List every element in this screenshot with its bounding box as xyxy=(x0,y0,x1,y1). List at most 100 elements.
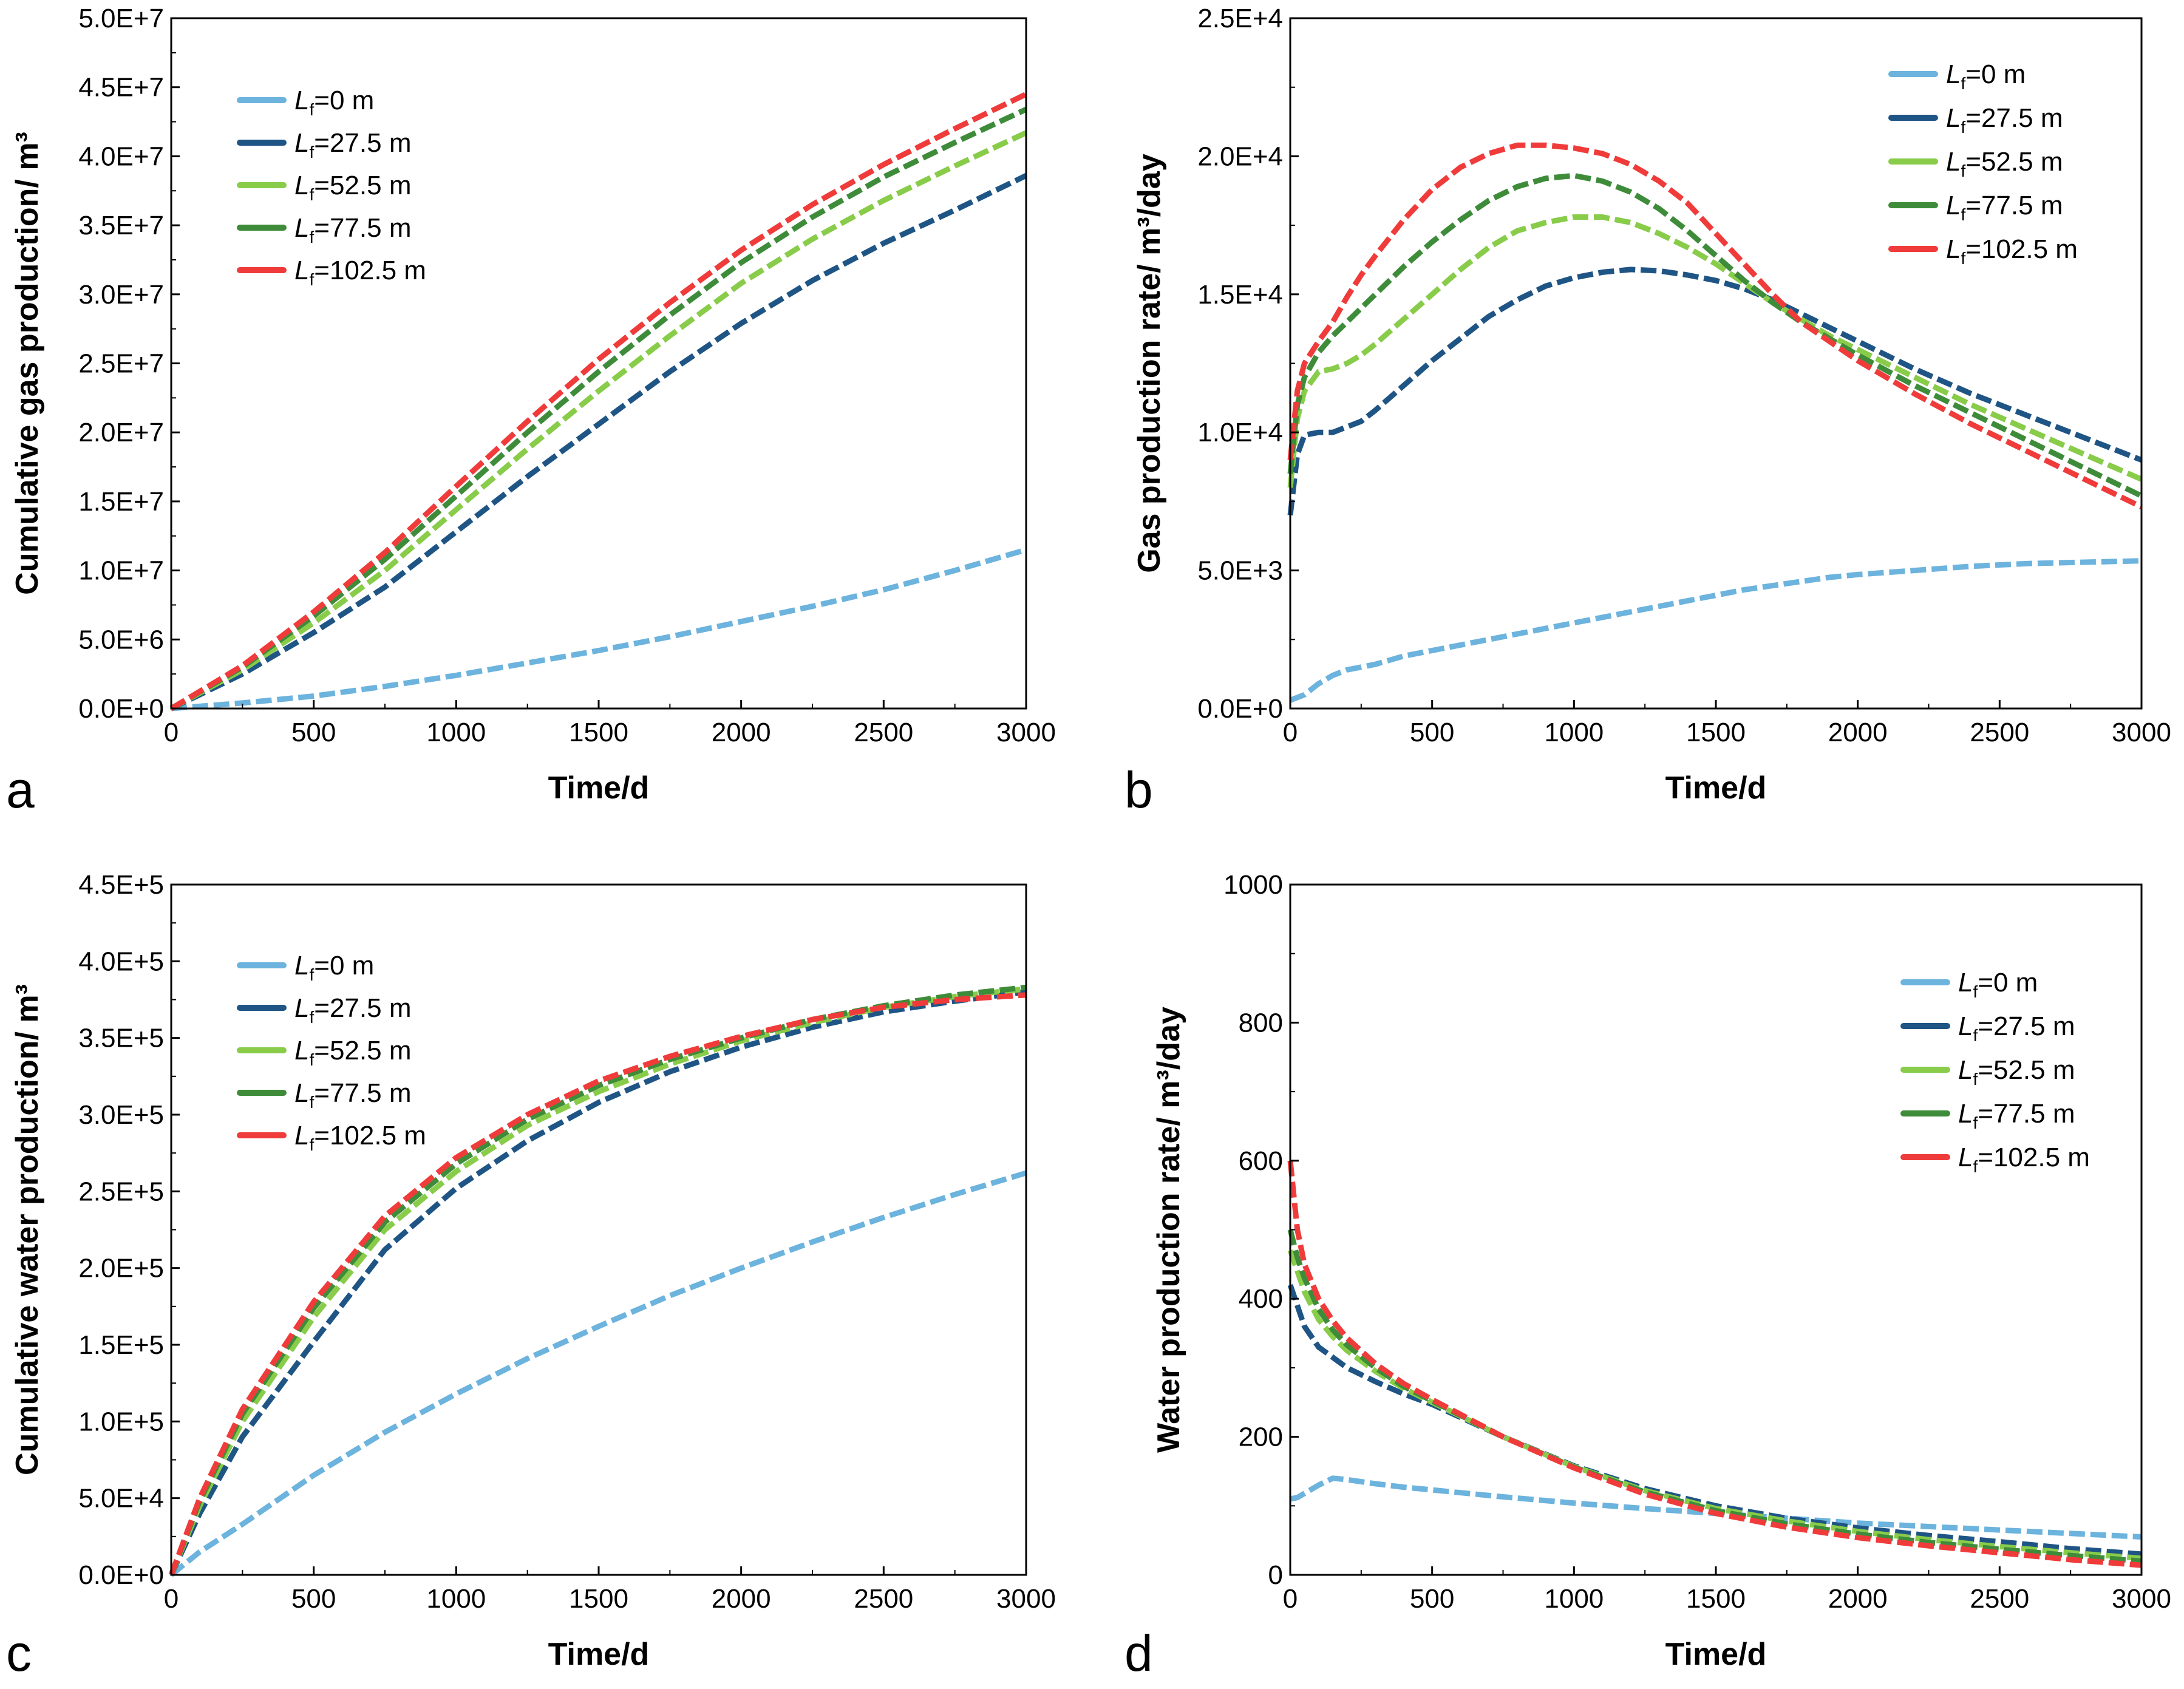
x-tick-label: 3000 xyxy=(2112,718,2171,747)
series-line-3 xyxy=(1287,214,2143,488)
x-axis-label: Time/d xyxy=(1665,1637,1767,1672)
series-line-2 xyxy=(168,989,1027,1576)
legend-item: Lf=0 m xyxy=(1900,968,2038,1001)
y-tick-label: 0.0E+0 xyxy=(1197,694,1283,724)
x-tick-label: 0 xyxy=(1283,718,1298,747)
y-tick-label: 800 xyxy=(1239,1008,1283,1038)
legend: Lf=0 m Lf=27.5 m Lf=52.5 m Lf=77.5 m Lf=102.… xyxy=(237,951,426,1154)
y-tick-label: 3.0E+7 xyxy=(78,280,164,310)
legend-label: Lf=0 m xyxy=(1946,59,2026,93)
series-line-4 xyxy=(169,107,1027,711)
y-tick-label: 3.5E+7 xyxy=(78,211,164,240)
y-tick-label: 4.0E+7 xyxy=(78,141,164,171)
series-line-2 xyxy=(1287,1284,2142,1557)
legend-label: Lf=0 m xyxy=(1958,968,2038,1001)
y-axis-label: Cumulative gas production/ m³ xyxy=(10,132,45,595)
series-line-4 xyxy=(1287,172,2143,498)
series-line-1 xyxy=(171,547,1027,712)
y-tick-label: 5.0E+6 xyxy=(78,625,164,654)
y-tick-label: 1.0E+7 xyxy=(78,556,164,586)
y-tick-label: 5.0E+7 xyxy=(78,4,164,33)
x-tick-label: 3000 xyxy=(2112,1584,2171,1614)
x-tick-label: 2500 xyxy=(1970,718,2029,747)
legend-label: Lf=77.5 m xyxy=(1946,191,2063,224)
legend: Lf=0 m Lf=27.5 m Lf=52.5 m Lf=77.5 m Lf=102.… xyxy=(237,86,426,289)
y-tick-label: 1.5E+7 xyxy=(78,487,164,517)
x-axis-label: Time/d xyxy=(548,770,650,806)
series-line-2 xyxy=(170,173,1027,712)
legend-label: Lf=27.5 m xyxy=(1958,1011,2075,1045)
legend-item: Lf=52.5 m xyxy=(1888,147,2063,180)
y-tick-label: 200 xyxy=(1239,1422,1283,1452)
series-group xyxy=(1287,1160,2142,1568)
series-line-3 xyxy=(1287,1249,2142,1562)
series-line-1 xyxy=(169,1170,1027,1577)
legend-label: Lf=102.5 m xyxy=(294,1121,426,1154)
panel-label: d xyxy=(1124,1625,1153,1682)
series-line-2 xyxy=(1287,267,2143,516)
y-tick-label: 4.0E+5 xyxy=(78,946,164,976)
x-tick-label: 1500 xyxy=(1686,718,1746,747)
x-tick-label: 0 xyxy=(164,718,179,747)
y-tick-label: 1.5E+5 xyxy=(78,1330,164,1360)
y-tick-label: 2.0E+7 xyxy=(78,418,164,447)
y-tick-label: 4.5E+5 xyxy=(78,870,164,900)
series-line-1 xyxy=(1289,558,2142,703)
legend-label: Lf=0 m xyxy=(294,86,374,119)
legend-item: Lf=27.5 m xyxy=(1888,103,2063,137)
x-tick-label: 1000 xyxy=(1544,718,1604,747)
legend-item: Lf=0 m xyxy=(1888,59,2026,93)
y-tick-label: 3.5E+5 xyxy=(78,1024,164,1053)
plot-frame xyxy=(170,883,1027,1576)
legend-item: Lf=102.5 m xyxy=(1888,234,2078,268)
legend-item: Lf=52.5 m xyxy=(237,1036,411,1069)
y-tick-label: 1000 xyxy=(1223,870,1283,900)
x-tick-label: 3000 xyxy=(996,718,1056,747)
x-tick-label: 1000 xyxy=(426,718,486,747)
legend-label: Lf=52.5 m xyxy=(294,1036,411,1069)
y-tick-label: 1.5E+4 xyxy=(1197,280,1283,310)
x-tick-label: 1500 xyxy=(569,718,628,747)
y-tick-label: 2.5E+5 xyxy=(78,1177,164,1206)
x-tick-label: 2500 xyxy=(1970,1584,2029,1614)
plot-frame xyxy=(170,17,1027,710)
panel-d: 0 500 1000 1500 2000 2500 3000 0 200 400 600 800 100… xyxy=(1124,870,2171,1682)
x-tick-label: 500 xyxy=(291,718,336,747)
series-line-5 xyxy=(1287,1160,2142,1568)
legend-item: Lf=102.5 m xyxy=(1900,1143,2090,1176)
x-tick-label: 3000 xyxy=(996,1584,1056,1614)
legend-item: Lf=77.5 m xyxy=(1900,1099,2075,1132)
y-tick-label: 0 xyxy=(1268,1560,1283,1590)
x-tick-label: 0 xyxy=(1283,1584,1298,1614)
series-group xyxy=(169,92,1027,712)
series-line-5 xyxy=(1287,142,2143,510)
legend-label: Lf=77.5 m xyxy=(294,1078,411,1112)
y-tick-label: 2.0E+5 xyxy=(78,1254,164,1283)
y-axis-label: Gas production rate/ m³/day xyxy=(1132,154,1167,573)
legend-item: Lf=77.5 m xyxy=(237,1078,411,1112)
y-tick-label: 5.0E+3 xyxy=(1197,556,1283,586)
x-tick-label: 1000 xyxy=(426,1584,486,1614)
y-tick-label: 2.0E+4 xyxy=(1197,141,1283,171)
legend-label: Lf=0 m xyxy=(294,951,374,984)
x-tick-label: 2000 xyxy=(1828,718,1888,747)
y-tick-label: 600 xyxy=(1239,1146,1283,1176)
legend-label: Lf=102.5 m xyxy=(1946,234,2078,268)
legend-label: Lf=52.5 m xyxy=(1958,1055,2075,1089)
legend-label: Lf=27.5 m xyxy=(294,128,411,161)
y-tick-label: 2.5E+4 xyxy=(1197,4,1283,33)
y-tick-label: 0.0E+0 xyxy=(78,1560,164,1590)
legend-item: Lf=52.5 m xyxy=(237,171,411,204)
series-line-1 xyxy=(1290,1475,2142,1540)
legend-label: Lf=102.5 m xyxy=(1958,1143,2090,1176)
legend-item: Lf=0 m xyxy=(237,951,374,984)
legend-label: Lf=52.5 m xyxy=(294,171,411,204)
y-tick-label: 3.0E+5 xyxy=(78,1100,164,1130)
y-axis-label: Water production rate/ m³/day xyxy=(1151,1007,1186,1453)
y-tick-label: 4.5E+7 xyxy=(78,73,164,103)
x-tick-label: 2000 xyxy=(712,718,771,747)
legend-item: Lf=77.5 m xyxy=(1888,191,2063,224)
legend-label: Lf=27.5 m xyxy=(294,993,411,1027)
x-tick-label: 500 xyxy=(291,1584,336,1614)
